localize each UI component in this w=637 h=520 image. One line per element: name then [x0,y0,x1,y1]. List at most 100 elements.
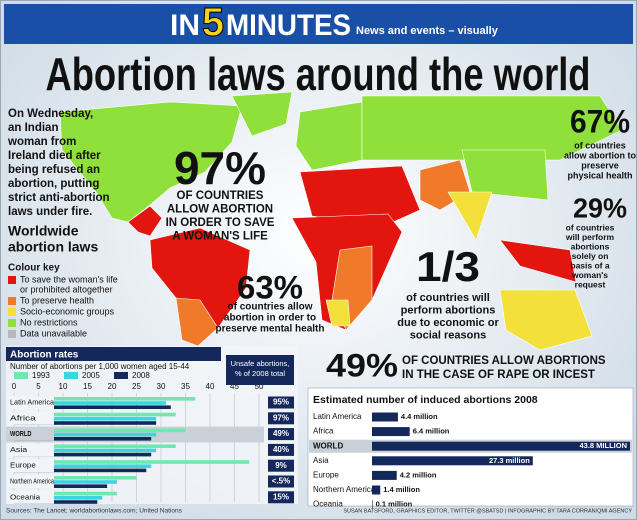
stat-value: 67% [570,103,630,139]
stat-text: of countries [574,140,626,150]
value-label: 43.8 MILLION [579,441,627,450]
intro-line: woman from [7,136,76,148]
stat-text: request [575,279,606,289]
brand-prefix: IN [170,9,200,42]
side-cell [268,443,294,456]
row-label-bg [8,490,54,504]
stat-text: social reasons [410,329,486,341]
world-map [59,91,623,351]
side-value: 40% [273,445,289,454]
content: On Wednesday, an Indian woman from Ireland … [6,103,636,515]
stat-text: of countries allow [227,302,312,313]
bar [372,485,381,495]
stat-text: allow abortion to [564,150,636,160]
stat-text: preserve [581,160,619,170]
chart-title: Abortion rates [10,350,79,361]
value-label: 6.4 million [413,427,450,436]
bar [372,470,397,480]
category-label: Africa [10,413,37,422]
stat-text: abortion in order to [224,313,316,324]
category-label: Northern America [10,476,55,485]
key-label: Socio-economic groups [20,306,115,316]
legend-swatch [114,372,128,379]
legend-swatch [64,372,78,379]
stat-text: physical health [567,170,632,180]
stat-text: IN ORDER TO SAVE [166,217,275,229]
central-america [127,205,163,237]
key-label: Data unavailable [20,328,87,338]
category-label: Asia [10,445,28,454]
side-value: 9% [275,461,287,470]
intro-line: strict anti-abortion [8,192,110,204]
side-header: Unsafe abortions, [231,359,290,368]
europe [295,101,363,171]
category-label: Europe [313,471,339,480]
stat-value: 49% [326,347,398,383]
side-value: <.5% [272,477,290,486]
value-label: 1.4 million [383,485,420,494]
stat-text: of countries will [406,292,490,304]
bar [14,417,157,421]
category-label: Northern America [313,485,376,494]
stat-text: OF COUNTRIES [177,190,264,202]
greenland [231,91,293,137]
bar [14,452,152,457]
key-swatch [8,308,16,316]
side-cell [268,396,294,409]
bar [372,412,398,422]
side-cell [268,491,294,504]
key-title: Colour key [8,263,60,274]
stat-text: of countries [566,222,615,232]
intro-line: being refused an [8,164,100,176]
stat-text: ALLOW ABORTION [167,204,273,216]
legend-label: 1993 [32,371,50,380]
category-label: Latin America [313,412,362,421]
key-label: or prohibited altogether [20,284,113,294]
side-cell [268,475,294,488]
bar [14,464,152,468]
intro-line: laws under fire. [8,206,92,218]
row-label-bg [8,443,54,457]
chart-subtitle: Number of abortions per 1,000 women aged… [10,362,190,371]
australia [499,289,593,351]
x-tick-label: 30 [157,382,166,391]
bar [14,437,152,441]
x-tick-label: 25 [132,382,141,391]
value-label: 4.2 million [400,470,437,479]
bar [14,476,137,480]
stat-text: IN THE CASE OF RAPE OR INCEST [402,369,595,381]
value-label: 0.1 million [376,500,413,509]
bar [14,401,166,405]
bar [372,441,630,451]
key-swatch [8,330,16,338]
value-label: 27.3 million [489,456,530,465]
key-label: No restrictions [20,317,78,327]
row-label-bg [8,411,54,425]
bar [14,432,157,437]
x-tick-label: 35 [181,382,190,391]
bar [14,397,196,401]
footer-credit: SUSAN BATSFORD, GRAPHICS EDITOR, TWITTER… [343,508,632,514]
intro-line: Ireland died after [8,150,101,162]
side-cell [268,459,294,472]
stat-value: 1/3 [416,243,480,290]
bar [14,421,157,425]
category-label: Africa [313,427,334,436]
bar [14,460,250,464]
value-label: 4.4 million [401,412,438,421]
chart-title: Estimated number of induced abortions 20… [313,394,538,406]
stat-text: perform abortions [401,304,496,316]
bar [14,412,176,417]
key-swatch [8,319,16,327]
legend-swatch [14,372,28,379]
bar [14,405,171,409]
intro-line: an Indian [8,122,58,134]
key-label: To save the woman's life [20,274,118,284]
brand-suffix: MINUTES [226,9,351,42]
key-heading: abortion laws [8,239,98,255]
stat-text: solely on [572,251,609,261]
stat-value: 97% [174,142,266,194]
x-tick-label: 10 [59,382,68,391]
x-tick-label: 0 [12,382,17,391]
side-header-bg [226,355,294,385]
